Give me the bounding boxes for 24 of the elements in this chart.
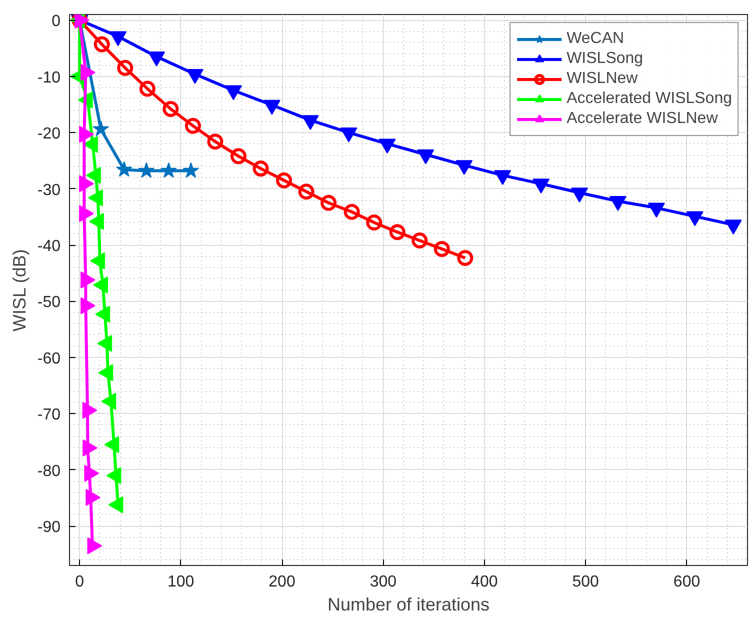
x-tick-label: 500 <box>572 574 600 590</box>
y-tick-label: -30 <box>37 182 61 199</box>
legend-label: Accelerated WISLSong <box>566 89 732 109</box>
y-tick-label: -90 <box>37 519 61 536</box>
legend-label: WeCAN <box>566 29 624 49</box>
y-tick-label: -80 <box>37 462 61 480</box>
x-tick-label: 600 <box>673 574 700 590</box>
legend-label: WISLSong <box>566 49 644 69</box>
y-axis-title: WISL (dB) <box>9 249 30 332</box>
x-tick-label: 100 <box>167 574 194 590</box>
x-tick-label: 0 <box>75 574 84 590</box>
legend-label: WISLNew <box>566 69 638 89</box>
y-tick-label: -60 <box>37 350 61 368</box>
y-tick-label: -20 <box>37 126 61 143</box>
x-tick-label: 400 <box>471 574 498 590</box>
y-tick-label: 0 <box>52 13 61 30</box>
y-tick-label: -70 <box>37 406 61 424</box>
legend-label: Accelerate WISLNew <box>566 109 718 129</box>
y-tick-label: -50 <box>37 294 61 312</box>
x-tick-label: 200 <box>268 574 296 590</box>
x-axis-title: Number of iterations <box>327 594 490 614</box>
x-tick-label: 300 <box>370 574 397 590</box>
y-tick-label: -40 <box>37 238 61 256</box>
y-tick-label: -10 <box>37 69 61 86</box>
